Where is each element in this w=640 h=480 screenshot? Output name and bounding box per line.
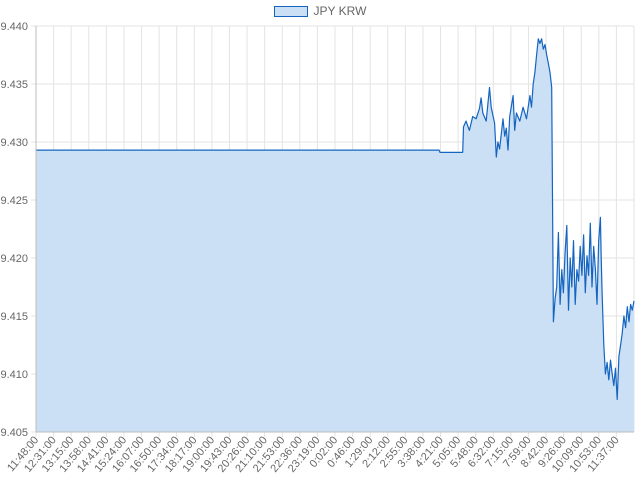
legend-swatch (273, 5, 308, 17)
y-tick-label: 9.435 (0, 79, 28, 91)
area-layer (36, 38, 635, 433)
series-area-fill (36, 38, 634, 433)
legend-label: JPY KRW (313, 4, 367, 18)
y-tick-label: 9.415 (0, 311, 28, 323)
y-tick-label: 9.420 (0, 253, 28, 265)
chart-legend[interactable]: JPY KRW (0, 4, 640, 18)
series-line (36, 38, 635, 401)
y-tick-label: 9.430 (0, 137, 28, 149)
y-tick-label: 9.440 (0, 21, 28, 33)
y-tick-label: 9.405 (0, 427, 28, 439)
y-tick-label: 9.410 (0, 369, 28, 381)
y-tick-label: 9.425 (0, 195, 28, 207)
